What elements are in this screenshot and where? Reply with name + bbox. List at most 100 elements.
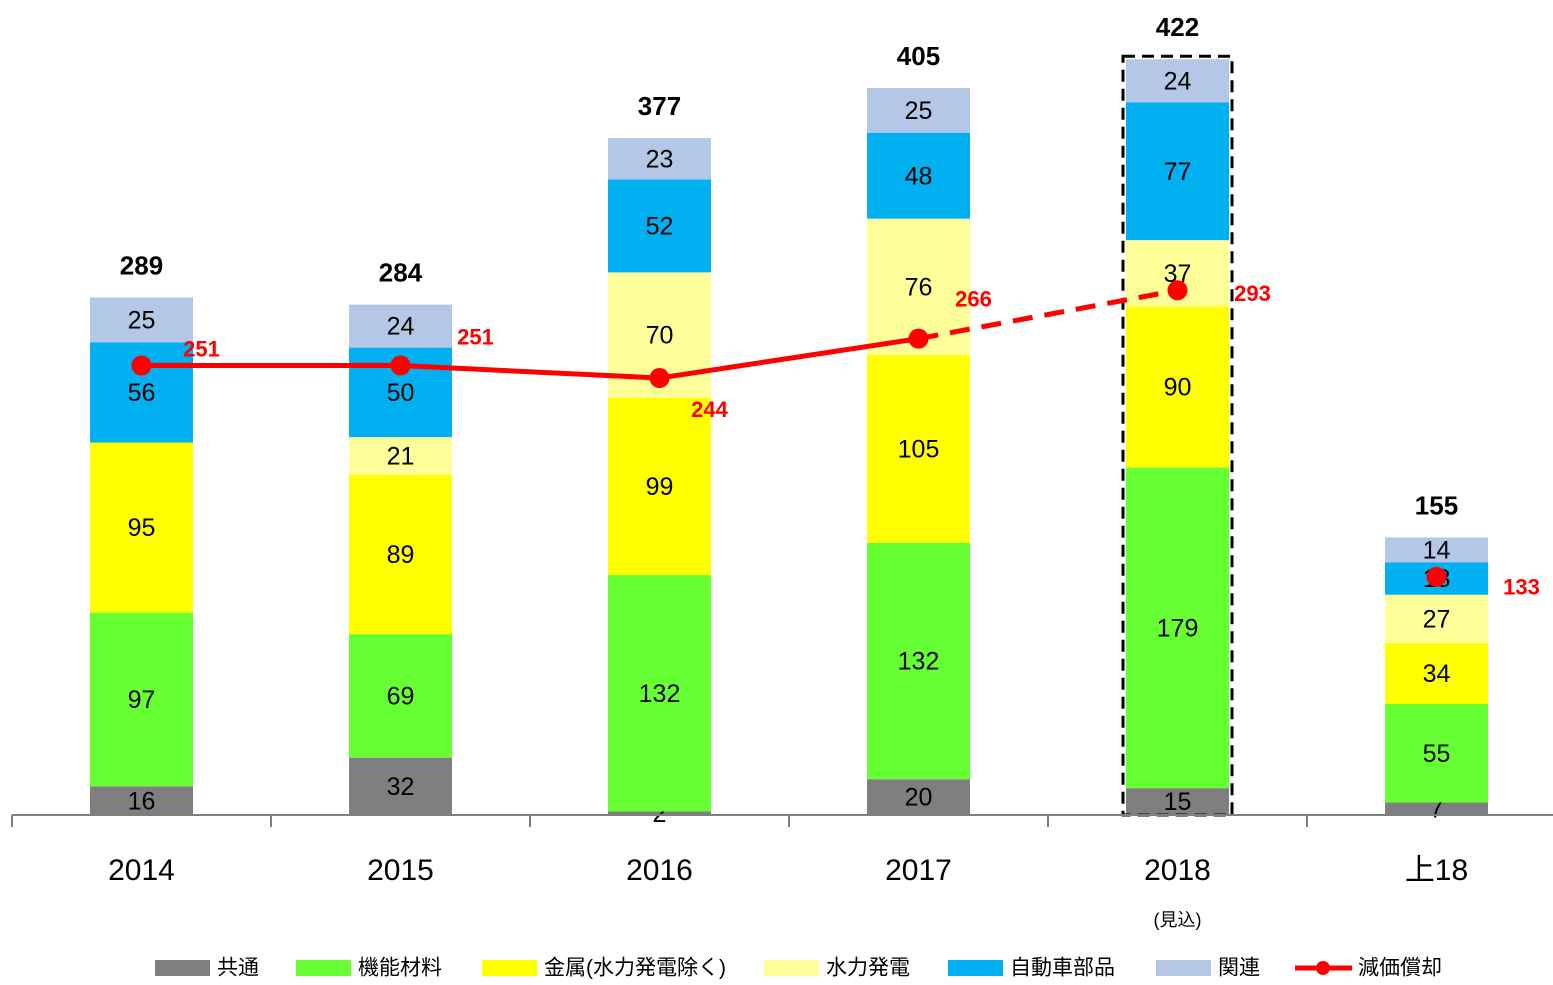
segment-label: 97: [128, 686, 156, 714]
bar-segment: [867, 779, 970, 815]
x-tick-label: 2017: [885, 854, 952, 887]
bar-segment: [1385, 643, 1488, 704]
bar-segment: [90, 612, 193, 787]
x-tick-label: 2015: [367, 854, 434, 887]
total-label: 405: [897, 41, 940, 71]
bar-segment: [608, 397, 711, 576]
segment-label: 15: [1164, 788, 1192, 816]
bar-segment: [349, 474, 452, 635]
legend-label: 減価償却: [1358, 957, 1442, 980]
segment-label: 21: [387, 443, 415, 471]
bar-segment: [1385, 537, 1488, 563]
bar-segment: [867, 542, 970, 780]
x-tick-label: 上18: [1405, 854, 1468, 887]
segment-label: 55: [1423, 740, 1451, 768]
legend-label: 機能材料: [358, 957, 442, 980]
segment-label: 69: [387, 683, 415, 711]
x-tick-label: 2016: [626, 854, 693, 887]
total-label: 155: [1415, 490, 1458, 520]
segment-label: 56: [128, 379, 156, 407]
x-tick-label: 2018: [1144, 854, 1211, 887]
segment-label: 34: [1423, 660, 1451, 688]
bar-segment: [90, 786, 193, 815]
bar-segment: [1385, 802, 1488, 815]
bar-segment: [349, 757, 452, 815]
line-marker: [131, 355, 152, 376]
segment-label: 50: [387, 379, 415, 407]
segment-label: 24: [387, 313, 415, 341]
total-label: 377: [638, 91, 681, 121]
bar-segment: [1126, 102, 1229, 241]
legend-label: 金属(水力発電除く): [544, 957, 726, 980]
line-marker: [390, 355, 411, 376]
line-marker: [908, 328, 929, 349]
line-marker: [649, 368, 670, 389]
legend-label: 共通: [217, 957, 259, 980]
line-label: 293: [1234, 281, 1271, 306]
total-label: 422: [1156, 12, 1199, 42]
segment-label: 76: [905, 273, 933, 301]
line-marker: [1167, 280, 1188, 301]
bar-segment: [608, 179, 711, 273]
bar-segment: [349, 634, 452, 758]
line-label: 251: [457, 324, 494, 349]
bar-segment: [1385, 594, 1488, 644]
bar-segment: [349, 437, 452, 475]
segment-label: 25: [905, 97, 933, 125]
segment-label: 25: [128, 306, 156, 334]
bar-segment: [608, 575, 711, 812]
segment-label: 20: [905, 784, 933, 812]
total-label: 289: [120, 250, 163, 280]
segment-label: 16: [128, 787, 156, 815]
segment-label: 99: [646, 473, 674, 501]
legend-marker: [1316, 961, 1330, 975]
legend-swatch: [155, 960, 210, 976]
bar-segment: [867, 354, 970, 543]
segment-label: 70: [646, 322, 674, 350]
bar-segment: [1126, 306, 1229, 468]
category-note: (見込): [1154, 910, 1202, 930]
segment-label: 14: [1423, 537, 1451, 565]
line-marker: [1426, 566, 1447, 587]
line-dashed: [918, 287, 1178, 342]
bar-segment: [90, 297, 193, 343]
segment-label: 77: [1164, 158, 1192, 186]
line-label: 133: [1503, 575, 1540, 600]
bar-segment: [608, 811, 711, 815]
segment-label: 48: [905, 162, 933, 190]
legend-swatch: [948, 960, 1003, 976]
legend-swatch: [1156, 960, 1211, 976]
bar-segment: [1126, 467, 1229, 789]
legend-label: 関連: [1218, 957, 1260, 980]
bar-segment: [867, 132, 970, 219]
segment-label: 90: [1164, 374, 1192, 402]
segment-label: 105: [898, 435, 940, 463]
line-label: 266: [955, 286, 992, 311]
segment-label: 132: [639, 680, 681, 708]
bar-segment: [608, 138, 711, 180]
x-tick-label: 2014: [108, 854, 175, 887]
legend-swatch: [764, 960, 819, 976]
bar-segment: [1385, 703, 1488, 803]
segment-label: 179: [1157, 614, 1199, 642]
segment-label: 23: [646, 145, 674, 173]
bar-segment: [867, 87, 970, 133]
line-label: 251: [183, 336, 220, 361]
legend-swatch: [482, 960, 537, 976]
line: [141, 336, 919, 381]
bar-segment: [90, 442, 193, 613]
bar-segment: [1126, 59, 1229, 103]
segment-label: 52: [646, 212, 674, 240]
segment-label: 24: [1164, 67, 1192, 95]
legend-label: 水力発電: [826, 957, 910, 980]
bar-segment: [1126, 788, 1229, 815]
legend-swatch: [296, 960, 351, 976]
segment-label: 132: [898, 648, 940, 676]
bar-segment: [349, 304, 452, 348]
line-label: 244: [691, 397, 728, 422]
legend-label: 自動車部品: [1010, 957, 1115, 980]
total-label: 284: [379, 257, 423, 287]
segment-label: 95: [128, 514, 156, 542]
segment-label: 32: [387, 773, 415, 801]
